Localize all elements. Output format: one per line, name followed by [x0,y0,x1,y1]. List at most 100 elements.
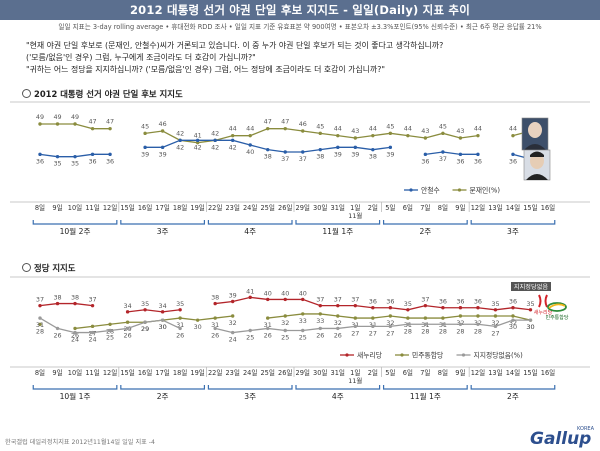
data-label: 27 [351,329,359,337]
data-label: 33 [316,317,324,325]
week-bracket [295,385,381,390]
week-bracket [120,385,206,390]
data-label: 30 [509,323,517,331]
data-label: 39 [351,150,359,158]
data-point [143,131,147,136]
data-point [248,295,252,300]
week-bracket [32,220,118,225]
data-point [511,152,515,157]
data-point [301,150,305,154]
data-point [90,152,95,157]
data-label: 30 [159,323,167,331]
legend-label: 지지정당없음(%) [474,351,524,360]
data-point [353,145,358,150]
series-line-0 [127,309,181,313]
party-support-chart: 37 38 38 37 34 35 34 35 38 39 41 40 40 40 37 37 37 36 36 35… [10,276,590,401]
data-label: 43 [351,127,359,135]
data-label: 35 [526,300,534,308]
week-group-label: 10월 2주 [60,226,91,236]
data-label: 32 [386,319,394,327]
data-label: 30 [194,323,202,331]
data-label: 35 [491,300,499,308]
data-label: 49 [71,113,79,121]
x-tick-label: 14일 [506,203,520,212]
data-point [371,147,375,152]
data-label: 31 [264,321,272,329]
data-point [458,152,463,157]
data-point [125,310,130,314]
data-point [353,136,358,140]
legend-marker [457,188,462,192]
section-title-candidate: 2012 대통령 선거 야권 단일 후보 지지도 [22,88,183,100]
data-point [283,297,287,302]
data-point [318,147,322,152]
x-tick-label: 29일 [296,203,310,212]
data-label: 39 [159,150,167,158]
data-point [125,320,130,324]
data-point [441,131,445,136]
data-label: 39 [386,150,394,158]
data-label: 26 [211,331,219,339]
saenuri-party-logo-icon: 새누리당 [534,294,553,316]
x-tick-label: 24일 [243,368,257,377]
data-label: 44 [474,125,482,133]
data-point [406,316,410,320]
data-point [195,138,200,143]
data-label: 37 [351,296,359,304]
data-label: 36 [509,157,517,165]
data-label: 26 [124,331,132,339]
data-label: 40 [264,289,272,297]
data-point [90,126,95,131]
x-tick-label: 26일 [278,203,292,212]
data-point [73,330,77,335]
data-point [511,318,515,322]
week-group-label: 11월 1주 [410,391,441,401]
data-point [441,150,445,154]
legend-marker [345,353,349,357]
saenuri-logo-label: 새누리당 [534,309,553,316]
data-label: 28 [456,327,464,335]
data-label: 26 [264,331,272,339]
data-point [283,150,287,154]
x-tick-label: 5일 [385,203,395,212]
data-point [195,140,200,145]
data-point [371,324,375,329]
data-label: 40 [281,289,289,297]
survey-method-note: 일일 지표는 3-day rolling average • 휴대전화 RDD … [58,23,542,31]
data-label: 29 [141,325,149,333]
data-label: 40 [299,289,307,297]
data-point [493,308,498,312]
data-point [318,303,322,308]
data-point [108,328,112,333]
legend-label: 민주통합당 [412,351,443,360]
x-tick-label: 10일 [68,368,82,377]
footer-note: 한국갤럽 데일리정치지표 2012년11월14일 일일 지표 -4 [5,439,155,446]
data-point [266,126,270,131]
data-label: 31 [36,321,44,329]
data-point [230,299,235,304]
legend-label: 안철수 [421,186,440,195]
data-label: 38 [71,294,79,302]
data-point [248,133,252,138]
x-tick-label: 9일 [455,203,465,212]
data-label: 33 [299,317,307,325]
data-point [38,152,42,157]
data-point [301,129,305,133]
data-point [458,306,463,310]
data-point [143,308,147,312]
data-point [230,138,235,143]
data-label: 36 [509,298,517,306]
x-tick-label: 15일 [523,368,537,377]
data-label: 47 [281,118,289,126]
data-point [528,308,533,312]
x-tick-label: 15일 [523,203,537,212]
data-label: 47 [106,118,114,126]
data-point [318,312,322,316]
data-label: 28 [421,327,429,335]
candidate-support-chart: 49 49 49 47 47 45 46 42 41 42 44 44 47 47 46 45 44 43 44 45… [10,101,590,236]
data-label: 40 [246,148,254,156]
data-point [55,154,60,159]
week-bracket [382,385,468,390]
data-label: 42 [176,129,184,137]
data-label: 32 [229,319,237,327]
